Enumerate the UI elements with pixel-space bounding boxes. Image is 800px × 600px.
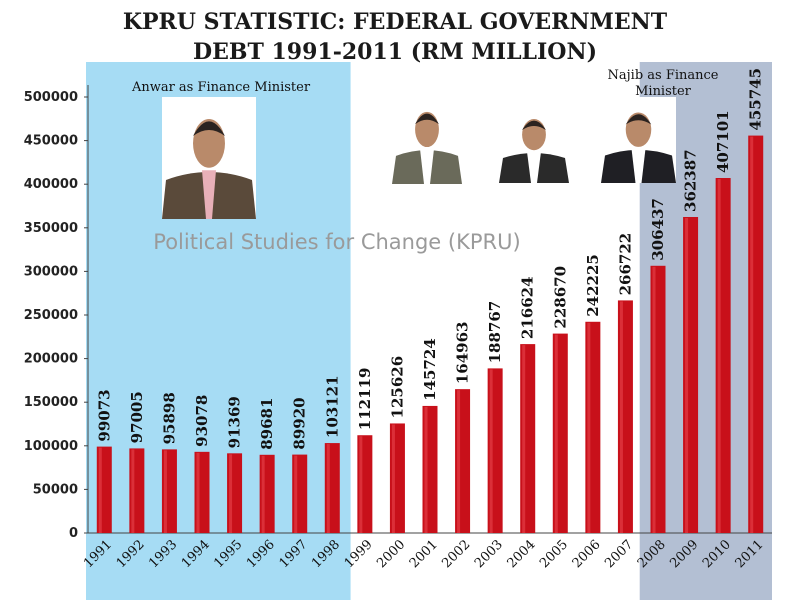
- x-tick-label-2003: 2003: [472, 537, 506, 571]
- bar-highlight-2005: [554, 334, 558, 533]
- bar-highlight-2001: [424, 406, 428, 533]
- bar-highlight-2009: [685, 217, 689, 533]
- bar-highlight-1993: [163, 450, 167, 533]
- bar-highlight-1997: [294, 455, 298, 533]
- data-label-2009: 362387: [682, 149, 700, 212]
- bar-highlight-1991: [98, 447, 102, 533]
- data-label-2011: 455745: [747, 68, 765, 131]
- x-tick-label-2001: 2001: [407, 537, 441, 571]
- bar-highlight-1994: [196, 452, 200, 533]
- y-tick-label: 250000: [24, 308, 78, 323]
- watermark-text: Political Studies for Change (KPRU): [153, 230, 520, 254]
- data-label-1998: 103121: [323, 375, 341, 438]
- data-label-2004: 216624: [519, 276, 537, 339]
- data-label-2008: 306437: [649, 198, 667, 261]
- bars-layer: [96, 135, 764, 533]
- data-label-2002: 164963: [454, 322, 472, 385]
- chart-title-line2: DEBT 1991-2011 (RM MILLION): [193, 39, 597, 65]
- data-label-1999: 112119: [356, 368, 374, 431]
- bar-highlight-1995: [229, 454, 233, 533]
- data-label-1993: 95898: [160, 392, 178, 444]
- bar-highlight-1998: [326, 444, 330, 533]
- x-tick-label-2002: 2002: [439, 537, 473, 571]
- bar-highlight-1996: [261, 455, 265, 533]
- mahathir-photo-hair: [415, 113, 439, 125]
- data-label-2001: 145724: [421, 338, 439, 401]
- mahathir-photo: [392, 96, 462, 184]
- abdullah-photo-hair: [522, 120, 546, 130]
- data-label-1996: 89681: [258, 398, 276, 450]
- abdullah-photo-shirt: [527, 151, 541, 183]
- data-label-1991: 99073: [95, 389, 113, 441]
- x-tick-label-2005: 2005: [537, 537, 571, 571]
- mahathir-photo-shirt: [420, 148, 434, 184]
- bar-highlight-1999: [359, 436, 363, 533]
- data-label-2007: 266722: [616, 233, 634, 296]
- y-tick-label: 500000: [24, 90, 78, 105]
- data-label-1997: 89920: [291, 397, 309, 449]
- x-tick-label-2007: 2007: [602, 537, 636, 571]
- x-tick-label-2004: 2004: [505, 537, 539, 571]
- bar-highlight-2008: [652, 266, 656, 533]
- region-label-najib-line1: Najib as Finance: [608, 68, 719, 83]
- y-tick-label: 50000: [33, 482, 78, 497]
- anwar-photo-hair: [193, 121, 225, 137]
- bar-highlight-2002: [457, 390, 461, 533]
- data-label-2005: 228670: [551, 266, 569, 329]
- najib-photo: [601, 97, 676, 183]
- bar-highlight-2010: [717, 179, 721, 533]
- data-label-1992: 97005: [128, 391, 146, 443]
- data-label-2010: 407101: [714, 110, 732, 173]
- x-tick-label-2000: 2000: [374, 537, 408, 571]
- bar-highlight-2006: [587, 322, 591, 533]
- y-tick-label: 350000: [24, 221, 78, 236]
- y-tick-label: 200000: [24, 352, 78, 367]
- najib-photo-hair: [625, 114, 652, 125]
- photos-layer: [162, 96, 676, 219]
- x-tick-label-2006: 2006: [570, 537, 604, 571]
- y-tick-label: 400000: [24, 177, 78, 192]
- region-label-anwar: Anwar as Finance Minister: [131, 80, 311, 95]
- bar-highlight-2000: [391, 424, 395, 533]
- abdullah-photo: [499, 105, 569, 183]
- chart-title-line1: KPRU STATISTIC: FEDERAL GOVERNMENT: [123, 9, 668, 35]
- y-tick-label: 100000: [24, 439, 78, 454]
- y-tick-label: 450000: [24, 134, 78, 149]
- bar-highlight-2011: [750, 136, 754, 533]
- data-label-1994: 93078: [193, 395, 211, 447]
- najib-photo-shirt: [631, 148, 646, 183]
- y-tick-label: 300000: [24, 264, 78, 279]
- data-label-1995: 91369: [226, 396, 244, 448]
- data-label-2006: 242225: [584, 254, 602, 317]
- bar-highlight-2004: [522, 345, 526, 533]
- anwar-photo: [162, 97, 256, 219]
- y-tick-label: 0: [69, 526, 78, 541]
- axes-layer: 0 50000 100000 150000 200000 250000 300000 3500…: [24, 85, 772, 541]
- data-label-2000: 125626: [388, 356, 406, 419]
- anwar-photo-shirt: [202, 170, 216, 219]
- bar-highlight-1992: [131, 449, 135, 533]
- bar-highlight-2003: [489, 369, 493, 533]
- data-label-2003: 188767: [486, 301, 504, 364]
- bar-highlight-2007: [619, 301, 623, 533]
- region-label-najib-line2: Minister: [635, 84, 692, 99]
- y-tick-label: 150000: [24, 395, 78, 410]
